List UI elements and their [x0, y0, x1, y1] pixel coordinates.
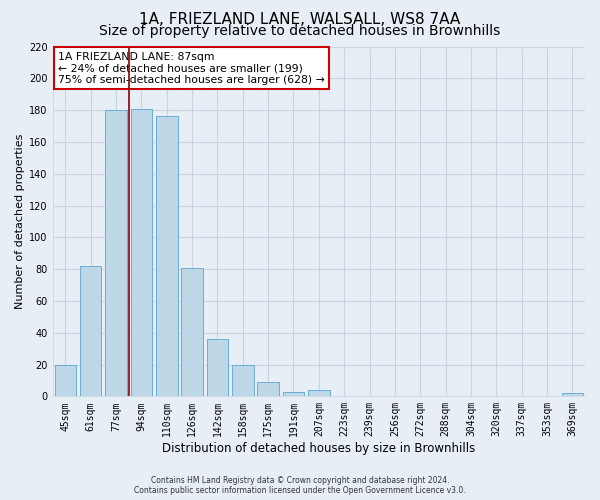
- Text: 1A FRIEZLAND LANE: 87sqm
← 24% of detached houses are smaller (199)
75% of semi-: 1A FRIEZLAND LANE: 87sqm ← 24% of detach…: [58, 52, 325, 85]
- Bar: [562, 393, 583, 396]
- Bar: [257, 382, 279, 396]
- Bar: [283, 392, 304, 396]
- Bar: [232, 364, 254, 396]
- Text: Contains HM Land Registry data © Crown copyright and database right 2024.
Contai: Contains HM Land Registry data © Crown c…: [134, 476, 466, 495]
- Y-axis label: Number of detached properties: Number of detached properties: [15, 134, 25, 309]
- Bar: [156, 116, 178, 396]
- X-axis label: Distribution of detached houses by size in Brownhills: Distribution of detached houses by size …: [162, 442, 475, 455]
- Text: Size of property relative to detached houses in Brownhills: Size of property relative to detached ho…: [100, 24, 500, 38]
- Bar: [55, 364, 76, 396]
- Bar: [80, 266, 101, 396]
- Bar: [206, 339, 228, 396]
- Bar: [105, 110, 127, 397]
- Bar: [308, 390, 329, 396]
- Bar: [131, 108, 152, 397]
- Bar: [181, 268, 203, 396]
- Text: 1A, FRIEZLAND LANE, WALSALL, WS8 7AA: 1A, FRIEZLAND LANE, WALSALL, WS8 7AA: [139, 12, 461, 28]
